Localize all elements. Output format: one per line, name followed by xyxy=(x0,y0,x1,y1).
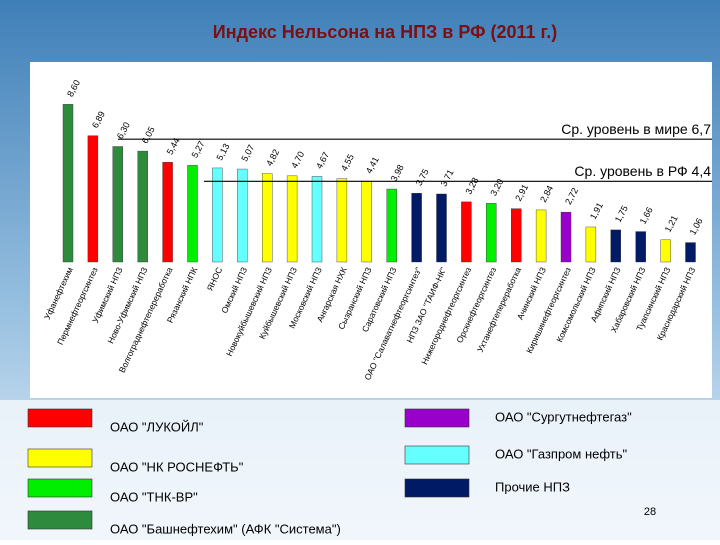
reference-label: Ср. уровень в РФ 4,4 xyxy=(574,163,711,179)
bar xyxy=(187,165,198,263)
bar xyxy=(162,162,173,263)
bar xyxy=(411,193,422,263)
legend-swatch xyxy=(404,478,470,498)
bar xyxy=(237,168,248,263)
legend-label: ОАО "ЛУКОЙЛ" xyxy=(110,419,204,434)
legend-label: ОАО "ТНК-BP" xyxy=(110,489,198,504)
bar xyxy=(112,146,124,263)
bar xyxy=(685,242,696,263)
bar xyxy=(212,167,223,263)
bar xyxy=(436,193,447,263)
bar xyxy=(585,226,597,263)
chart-title: Индекс Нельсона на НПЗ в РФ (2011 г.) xyxy=(213,22,557,42)
bar xyxy=(262,173,273,263)
bar xyxy=(610,229,621,263)
legend-label: ОАО "Башнефтехим" (АФК "Система") xyxy=(110,521,341,536)
bar xyxy=(361,180,372,263)
bar xyxy=(660,239,671,263)
bar xyxy=(511,208,522,263)
legend-swatch xyxy=(404,445,470,465)
bar xyxy=(560,211,572,263)
bar xyxy=(87,135,99,263)
bar xyxy=(62,104,74,263)
bar xyxy=(137,150,148,263)
legend-label: ОАО "Газпром нефть" xyxy=(495,446,627,461)
bar xyxy=(386,188,397,263)
legend-panel xyxy=(0,400,720,540)
legend-label: ОАО "Сургутнефтегаз" xyxy=(495,409,632,424)
legend-swatch xyxy=(27,408,93,428)
reference-label: Ср. уровень в мире 6,7 xyxy=(561,121,711,137)
legend-swatch xyxy=(27,478,93,498)
legend-swatch xyxy=(27,448,93,468)
legend-label: ОАО "НК РОСНЕФТЬ" xyxy=(110,459,244,474)
bar xyxy=(311,176,323,263)
bar xyxy=(336,178,348,263)
bar xyxy=(461,201,472,263)
page-number: 28 xyxy=(644,506,656,518)
legend-swatch xyxy=(404,408,470,428)
bar xyxy=(486,203,497,263)
legend-label: Прочие НПЗ xyxy=(495,479,570,494)
bar xyxy=(535,209,547,263)
bar xyxy=(635,231,646,263)
bar xyxy=(286,175,298,263)
legend-swatch xyxy=(27,510,93,530)
